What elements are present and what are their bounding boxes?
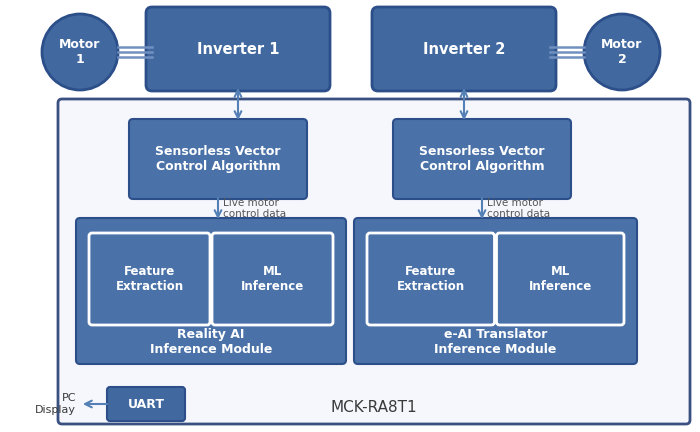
Text: e-AI Translator
Inference Module: e-AI Translator Inference Module xyxy=(434,328,556,356)
Text: Live motor
control data: Live motor control data xyxy=(223,198,286,219)
Text: PC
Display: PC Display xyxy=(35,393,76,415)
Text: UART: UART xyxy=(127,397,164,410)
FancyBboxPatch shape xyxy=(89,233,210,325)
Text: Motor
1: Motor 1 xyxy=(60,38,101,66)
FancyBboxPatch shape xyxy=(354,218,637,364)
Circle shape xyxy=(42,14,118,90)
Text: MCK-RA8T1: MCK-RA8T1 xyxy=(330,400,417,416)
Text: Feature
Extraction: Feature Extraction xyxy=(116,265,183,293)
Text: Live motor
control data: Live motor control data xyxy=(487,198,550,219)
FancyBboxPatch shape xyxy=(367,233,494,325)
Text: Inverter 1: Inverter 1 xyxy=(197,41,279,57)
FancyBboxPatch shape xyxy=(372,7,556,91)
FancyBboxPatch shape xyxy=(76,218,346,364)
Text: ML
Inference: ML Inference xyxy=(241,265,304,293)
Text: Motor
2: Motor 2 xyxy=(601,38,643,66)
Text: Sensorless Vector
Control Algorithm: Sensorless Vector Control Algorithm xyxy=(155,145,281,173)
FancyBboxPatch shape xyxy=(393,119,571,199)
FancyBboxPatch shape xyxy=(496,233,624,325)
FancyBboxPatch shape xyxy=(58,99,690,424)
Text: Sensorless Vector
Control Algorithm: Sensorless Vector Control Algorithm xyxy=(419,145,545,173)
FancyBboxPatch shape xyxy=(212,233,333,325)
FancyBboxPatch shape xyxy=(146,7,330,91)
Text: Feature
Extraction: Feature Extraction xyxy=(397,265,465,293)
Text: ML
Inference: ML Inference xyxy=(528,265,592,293)
Text: Inverter 2: Inverter 2 xyxy=(423,41,505,57)
FancyBboxPatch shape xyxy=(129,119,307,199)
Text: Reality AI
Inference Module: Reality AI Inference Module xyxy=(150,328,272,356)
FancyBboxPatch shape xyxy=(107,387,185,421)
Circle shape xyxy=(584,14,660,90)
